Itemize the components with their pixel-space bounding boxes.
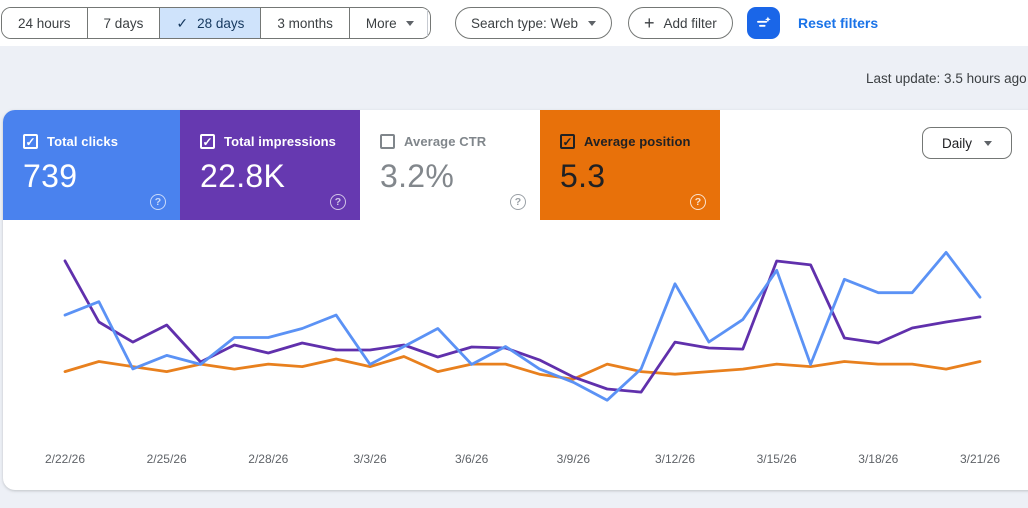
metric-value-average-ctr: 3.2% (380, 158, 455, 194)
chevron-down-icon (984, 140, 992, 146)
last-update-text: Last update: 3.5 hours ago (866, 71, 1027, 86)
help-icon[interactable]: ? (690, 194, 706, 210)
help-icon[interactable]: ? (150, 194, 166, 210)
line-series-total-impressions (63, 259, 982, 394)
date-range-label: More (365, 15, 397, 31)
checkbox-average-ctr[interactable] (380, 134, 395, 149)
reset-filters-link[interactable]: Reset filters (798, 15, 879, 31)
x-axis-tick: 3/6/26 (454, 452, 489, 466)
metric-card-position[interactable]: ✓ Average position 5.3 ? (540, 110, 720, 220)
x-axis-tick: 2/28/26 (248, 452, 289, 466)
metric-card-clicks[interactable]: ✓ Total clicks 739 ? (3, 110, 180, 220)
line-series-total-clicks (63, 250, 982, 402)
date-range-more-menu[interactable]: More (349, 8, 430, 38)
metric-value-total-clicks: 739 (23, 158, 78, 194)
date-range-label: 3 months (277, 15, 333, 31)
performance-line-chart[interactable] (0, 230, 1028, 445)
x-axis-tick: 2/22/26 (44, 452, 86, 466)
search-type-dropdown[interactable]: Search type: Web (455, 7, 613, 39)
granularity-label: Daily (941, 135, 972, 151)
performance-chart-card: ✓ Total clicks 739 ? ✓ Total impressions… (3, 110, 1028, 490)
metric-label: Average CTR (404, 134, 487, 149)
metric-value-total-impressions: 22.8K (200, 158, 286, 194)
chevron-down-icon (405, 20, 414, 26)
filter-tune-button[interactable] (747, 7, 780, 39)
date-range-28-days[interactable]: ✓ 28 days (160, 8, 262, 38)
filters-toolbar: ✓ 24 hours ✓ 7 days ✓ 28 days ✓ 3 months… (0, 0, 1028, 46)
plus-icon: + (644, 13, 655, 33)
x-axis-tick: 3/3/26 (353, 452, 387, 466)
line-series-average-position (63, 355, 982, 381)
checkbox-total-impressions[interactable]: ✓ (200, 134, 215, 149)
x-axis-tick: 3/12/26 (654, 452, 696, 466)
check-icon: ✓ (176, 14, 189, 31)
date-range-segmented-control: ✓ 24 hours ✓ 7 days ✓ 28 days ✓ 3 months… (1, 7, 431, 39)
date-range-label: 28 days (197, 15, 245, 31)
x-axis-tick: 3/18/26 (858, 452, 899, 466)
date-range-label: 7 days (103, 15, 144, 31)
add-filter-label: Add filter (663, 15, 717, 31)
checkbox-total-clicks[interactable]: ✓ (23, 134, 38, 149)
metric-label: Average position (584, 134, 691, 149)
chevron-down-icon (588, 20, 597, 26)
search-type-label: Search type: Web (471, 15, 579, 31)
help-icon[interactable]: ? (330, 194, 346, 210)
checkbox-average-position[interactable]: ✓ (560, 134, 575, 149)
metric-label: Total impressions (224, 134, 336, 149)
granularity-dropdown[interactable]: Daily (922, 127, 1012, 159)
metric-value-average-position: 5.3 (560, 158, 606, 194)
filter-tune-sparkle-icon (754, 14, 773, 33)
toolbar-divider (427, 10, 428, 36)
x-axis-tick: 3/21/26 (959, 452, 1001, 466)
help-icon[interactable]: ? (510, 194, 526, 210)
metric-label: Total clicks (47, 134, 119, 149)
date-range-7-days[interactable]: ✓ 7 days (87, 8, 161, 38)
metric-card-impressions[interactable]: ✓ Total impressions 22.8K ? (180, 110, 360, 220)
x-axis-tick: 3/9/26 (556, 452, 591, 466)
date-range-24-hours[interactable]: ✓ 24 hours (2, 8, 88, 38)
x-axis-tick: 3/15/26 (756, 452, 797, 466)
x-axis-tick: 2/25/26 (146, 452, 187, 466)
metric-card-ctr[interactable]: Average CTR 3.2% ? (360, 110, 540, 220)
date-range-3-months[interactable]: ✓ 3 months (261, 8, 350, 38)
date-range-label: 24 hours (18, 15, 71, 31)
add-filter-button[interactable]: + Add filter (628, 7, 733, 39)
